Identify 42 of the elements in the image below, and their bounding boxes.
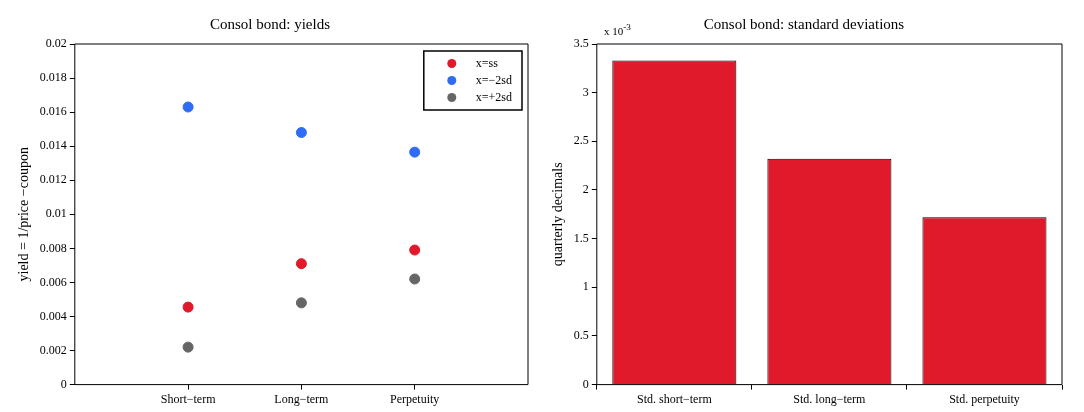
legend-label: x=−2sd [475, 72, 513, 87]
y-tick-label: 3 [582, 84, 589, 99]
point [182, 101, 194, 113]
y-tick-label: 0.012 [39, 172, 67, 187]
y-axis-title: quarterly decimals [550, 162, 566, 267]
y-tick-label: 0.002 [39, 342, 67, 357]
chart-title: Consol bond: yields [209, 15, 331, 32]
y-tick-label: 0.016 [39, 104, 67, 119]
point [182, 341, 194, 353]
point [409, 146, 421, 158]
y-tick-label: 2 [582, 182, 589, 197]
y-tick-label: 0.004 [39, 308, 67, 323]
y-tick-label: 0 [60, 376, 67, 391]
x-tick-label: Std. long−term [793, 391, 867, 406]
y-tick-label: 0 [582, 376, 589, 391]
point [295, 127, 307, 139]
x-tick-label: Perpetuity [390, 391, 440, 406]
point [295, 258, 307, 270]
y-tick-label: 0.014 [39, 138, 67, 153]
x-tick-label: Std. perpetuity [949, 391, 1020, 406]
y-tick-label: 0.01 [45, 206, 67, 221]
y-tick-label: 0.02 [45, 36, 67, 51]
legend-label: x=+2sd [475, 89, 513, 104]
y-tick-label: 0.008 [39, 240, 67, 255]
x-tick-label: Std. short−term [636, 391, 713, 406]
y-tick-label: 0.006 [39, 274, 67, 289]
chart-title: Consol bond: standard deviations [703, 15, 905, 32]
y-tick-label: 2.5 [573, 133, 589, 148]
y-tick-label: 3.5 [573, 36, 589, 51]
x-tick-label: Short−term [160, 391, 217, 406]
point [409, 244, 421, 256]
x-tick-label: Long−term [274, 391, 330, 406]
point [182, 301, 194, 313]
y-axis-title: yield = 1/price −coupon [16, 147, 32, 282]
y-tick-label: 1.5 [573, 230, 589, 245]
y-tick-label: 0.5 [573, 328, 589, 343]
legend-label: x=ss [475, 55, 499, 70]
y-tick-label: 0.018 [39, 70, 67, 85]
y-tick-label: 1 [582, 279, 589, 294]
point [409, 273, 421, 285]
text: x 10$^{-3}$ [604, 22, 631, 37]
point [295, 297, 307, 309]
